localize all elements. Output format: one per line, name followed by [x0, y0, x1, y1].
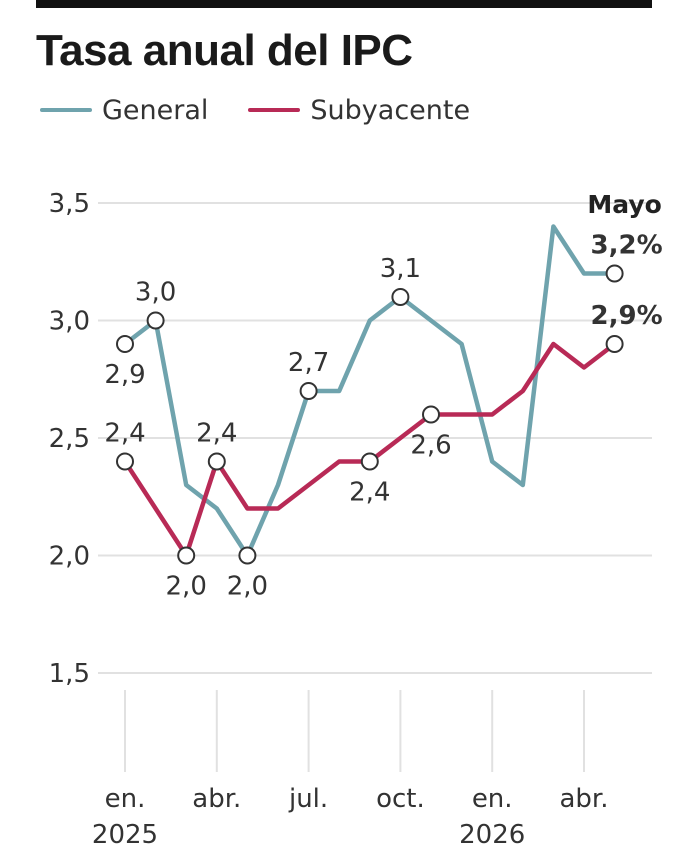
data-point-marker-subyacente [422, 405, 440, 424]
data-label-general: 3,2% [591, 231, 663, 261]
y-tick-label: 1,5 [49, 659, 90, 689]
y-tick-label: 2,5 [49, 424, 90, 454]
legend-label-subyacente: Subyacente [310, 94, 471, 126]
data-point-marker-subyacente [116, 452, 134, 471]
y-tick-label: 3,0 [49, 307, 90, 337]
data-label-general: 2,7 [288, 348, 329, 378]
data-point-marker-general [299, 382, 318, 400]
data-label-general: 2,9 [104, 360, 145, 390]
data-label-subyacente: 2,9% [591, 301, 663, 331]
data-label-general: 3,1 [380, 254, 421, 284]
data-label-subyacente: 2,4 [196, 419, 237, 449]
data-label-general: 2,0 [227, 572, 268, 602]
legend-item-subyacente: Subyacente [248, 95, 470, 126]
top-rule [36, 0, 652, 8]
data-point-marker-subyacente [605, 335, 624, 353]
data-point-marker-general [238, 546, 257, 565]
data-label-subyacente: 2,6 [410, 431, 451, 461]
y-tick-label: 2,0 [49, 542, 90, 572]
x-tick-label: en. [472, 784, 513, 814]
series-line-subyacente [122, 341, 617, 558]
data-label-subyacente: 2,4 [104, 419, 145, 449]
month-annotation: Mayo [587, 190, 661, 219]
chart-title: Tasa anual del IPC [36, 26, 413, 75]
data-label-general: 3,0 [135, 278, 176, 308]
x-tick-label: jul. [288, 784, 328, 814]
x-tick-label: oct. [376, 784, 425, 814]
y-tick-label: 3,5 [49, 189, 90, 219]
data-label-subyacente: 2,4 [349, 478, 390, 508]
legend-swatch-subyacente [248, 108, 301, 112]
legend-item-general: General [40, 95, 208, 126]
data-point-marker-subyacente [207, 452, 226, 471]
legend-swatch-general [40, 108, 92, 112]
x-tick-label: en. [105, 784, 146, 814]
x-tick-label: abr. [192, 784, 241, 814]
data-point-marker-subyacente [360, 452, 379, 471]
x-tick-label-year: 2025 [92, 820, 158, 847]
data-point-marker-general [391, 288, 410, 306]
series-line-general [122, 224, 617, 558]
legend: General Subyacente [40, 92, 510, 128]
x-tick-label-year: 2026 [459, 820, 525, 847]
x-tick-label: abr. [559, 784, 608, 814]
data-point-marker-general [605, 264, 624, 283]
data-label-subyacente: 2,0 [166, 572, 207, 602]
data-point-marker-general [116, 335, 134, 353]
data-point-marker-general [146, 311, 165, 330]
legend-label-general: General [102, 94, 209, 126]
data-point-marker-subyacente [177, 546, 196, 565]
